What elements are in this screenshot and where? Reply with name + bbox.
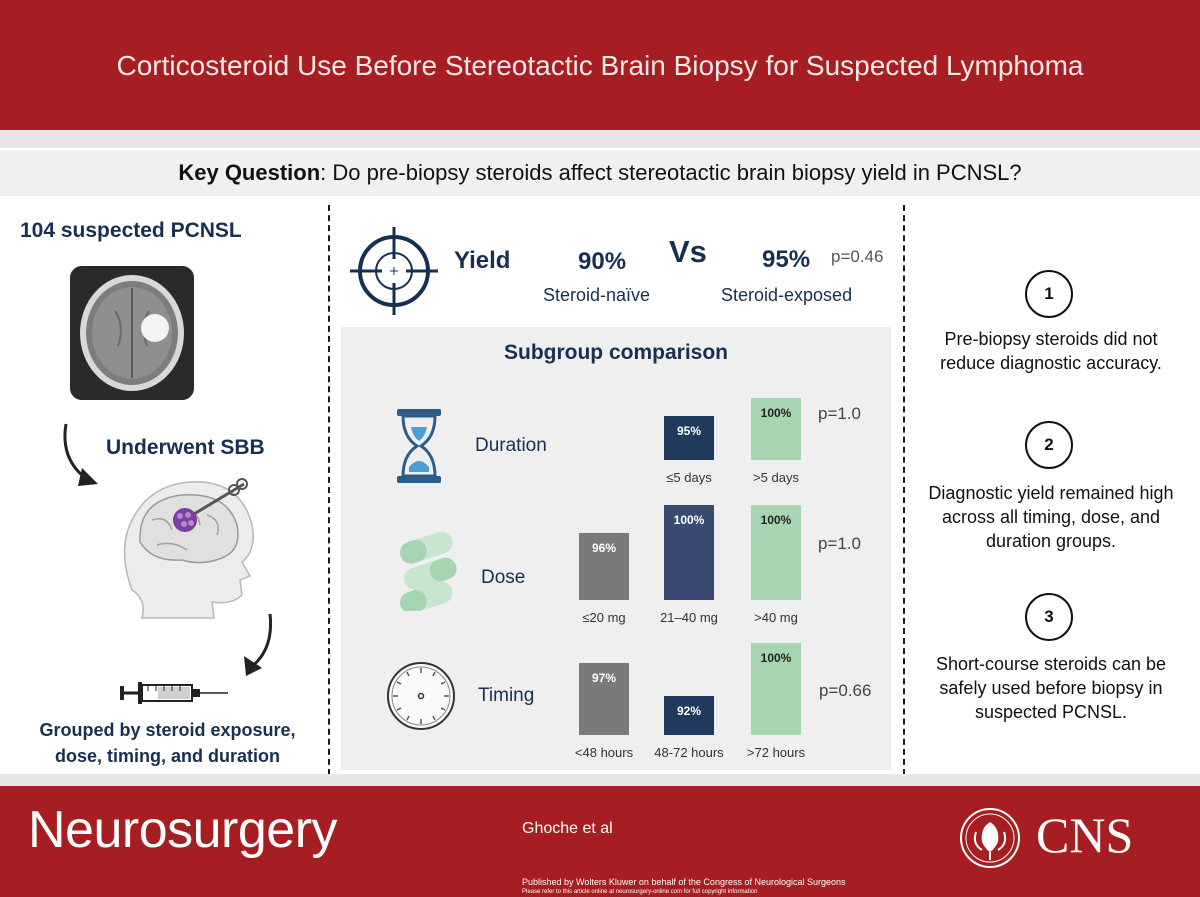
takeaway-2-line-1: Diagnostic yield remained high [928,483,1174,503]
target-icon [350,227,438,315]
pills-icon [400,531,457,611]
brain-head-icon [123,478,254,619]
takeaway-2-line-3: duration groups. [985,531,1117,551]
category-label-dose-2: >40 mg [754,610,798,625]
authors: Ghoche et al [522,820,613,837]
category-label-dose-0: ≤20 mg [582,610,626,625]
header-banner: Corticosteroid Use Before Stereotactic B… [0,0,1200,130]
row-label-duration: Duration [475,435,547,456]
syringe-icon [120,682,228,704]
cohort-title: 104 suspected PCNSL [20,219,242,242]
bar-dose-2: 100% [751,505,801,600]
takeaway-3-line-3: suspected PCNSL. [974,702,1128,722]
key-question-label: Key Question [178,160,321,185]
p-value-timing: p=0.66 [819,681,872,700]
clock-icon [387,662,455,730]
subgroup-title: Subgroup comparison [503,341,728,364]
page-title: Corticosteroid Use Before Stereotactic B… [116,50,1084,81]
row-label-timing: Timing [478,685,535,706]
yield-naive-value: 90% [578,248,627,275]
bar-dose-1: 100% [664,505,714,600]
yield-label: Yield [454,247,511,274]
footer-strip [0,774,1200,786]
vs-label: Vs [669,234,707,269]
takeaway-number-1: 1 [1025,270,1073,318]
copyright-note: Please refer to this article online at n… [522,889,758,895]
bar-timing-2: 100% [751,643,801,735]
category-label-timing-1: 48-72 hours [654,745,724,760]
yield-exposed-value: 95% [762,246,811,273]
bar-timing-1: 92% [664,696,714,735]
category-label-timing-0: <48 hours [574,745,634,760]
arrow-down-icon [63,423,98,486]
cns-wordmark: CNS [1036,807,1134,863]
takeaway-1-line-1: Pre-biopsy steroids did not [944,329,1158,349]
category-label-dose-1: 21–40 mg [660,610,718,625]
yield-exposed-label: Steroid-exposed [721,285,853,305]
yield-p-value: p=0.46 [831,247,884,266]
grouped-line-1: Grouped by steroid exposure, [39,720,296,740]
key-question-text: : Do pre-biopsy steroids affect stereota… [320,160,1022,185]
bar-duration-1: 100% [751,398,801,460]
takeaway-number-2: 2 [1025,421,1073,469]
publisher-note: Published by Wolters Kluwer on behalf of… [522,877,846,887]
category-label-duration-1: >5 days [753,470,799,485]
category-label-duration-0: ≤5 days [666,470,712,485]
grouped-label: Grouped by steroid exposure, dose, timin… [0,717,335,769]
bar-timing-0: 97% [579,663,629,735]
yield-naive-label: Steroid-naïve [543,285,651,305]
bar-duration-0: 95% [664,416,714,460]
divider-right [903,205,905,775]
grouped-line-2: dose, timing, and duration [55,746,280,766]
mri-scan-icon [70,266,194,400]
takeaway-number-3: 3 [1025,593,1073,641]
bar-dose-0: 96% [579,533,629,600]
subgroup-panel: Subgroup comparison [341,327,891,770]
sbb-label: Underwent SBB [106,436,265,459]
takeaway-text-1: Pre-biopsy steroids did not reduce diagn… [906,327,1196,375]
category-label-timing-2: >72 hours [746,745,806,760]
takeaway-text-2: Diagnostic yield remained high across al… [906,481,1196,553]
header-strip [0,130,1200,148]
journal-name: Neurosurgery [28,801,338,859]
divider-left [328,205,330,775]
hourglass-icon [397,409,441,483]
takeaway-3-line-1: Short-course steroids can be [935,654,1167,674]
p-value-dose: p=1.0 [818,534,862,553]
takeaway-3-line-2: safely used before biopsy in [939,678,1163,698]
footer-banner [0,786,1200,897]
key-question: Key Question: Do pre-biopsy steroids aff… [0,150,1200,196]
p-value-duration: p=1.0 [818,404,862,423]
cns-logo-icon [960,808,1020,868]
takeaway-2-line-2: across all timing, dose, and [941,507,1161,527]
row-label-dose: Dose [481,567,526,588]
arrow-down-icon [244,613,273,676]
takeaway-1-line-2: reduce diagnostic accuracy. [940,353,1162,373]
takeaway-text-3: Short-course steroids can be safely used… [906,652,1196,724]
